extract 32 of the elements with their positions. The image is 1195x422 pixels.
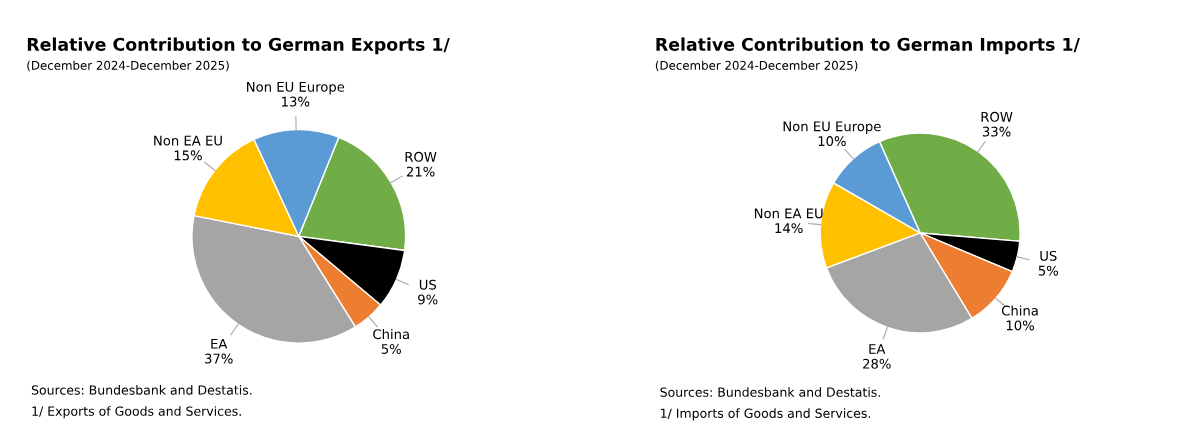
slice-label: Non EU Europe [247,82,345,95]
source-note: Sources: Bundesbank and Destatis. [660,387,880,397]
slice-label: China [1001,305,1038,316]
chart-title: Relative Contribution to German Exports 1/ [27,37,450,55]
slice-label: ROW [405,151,437,162]
slice-label: Non EA EU [154,135,222,146]
slice-label: US [1040,250,1057,261]
data-label: 5% [381,343,401,354]
data-label: 15% [174,150,202,161]
text: 1/ Imports of Goods and Services. [661,408,870,421]
slice-label: Non EA EU [754,208,823,219]
data-label: 33% [982,126,1011,137]
source-note: Sources: Bundesbank and Destatis. [31,385,252,395]
data-label: 10% [1006,320,1034,331]
data-label: 37% [205,353,233,364]
data-label: 10% [818,136,846,147]
chart-title: Relative Contribution to German Imports 1/ [656,37,1080,55]
slice-label: ROW [981,111,1013,122]
slice-label: US [419,279,437,290]
slice-label: China [373,328,409,340]
chart-subtitle: (December 2024-December 2025) [27,60,229,72]
slice-label: EA [869,344,886,354]
data-label: 28% [863,358,891,369]
data-label: 21% [406,166,435,177]
data-label: 14% [775,223,803,234]
chart-subtitle: (December 2024-December 2025) [655,60,858,72]
text: 1/ Exports of Goods and Services. [32,406,241,419]
slice-label: EA [211,339,228,349]
data-label: 5% [1038,265,1059,276]
data-label: 13% [282,96,310,107]
slice-label: Non EU Europe [783,121,881,134]
data-label: 9% [418,294,438,305]
